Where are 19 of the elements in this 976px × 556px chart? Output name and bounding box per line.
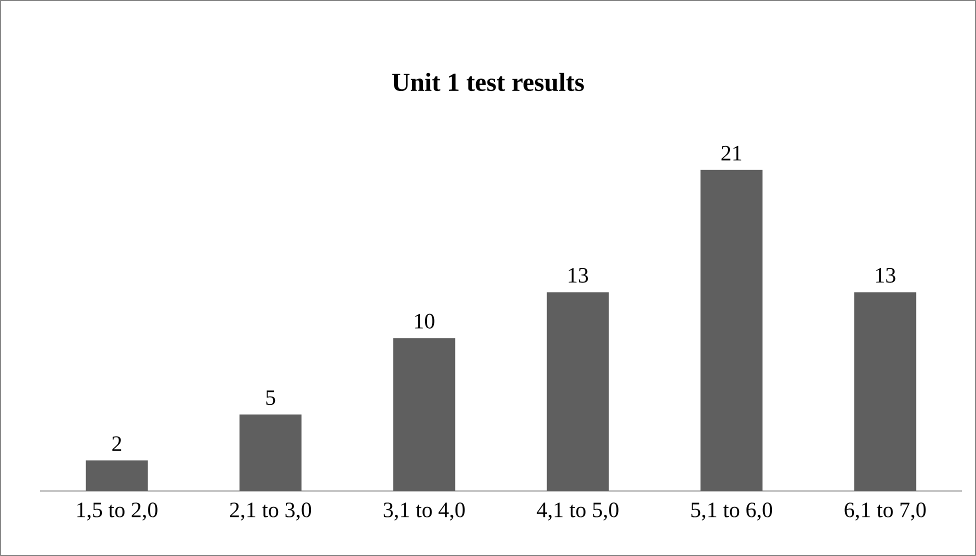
data-label: 21: [722, 146, 742, 160]
x-tick-label: 3,1 to 4,0: [384, 502, 465, 520]
bar: [700, 170, 763, 491]
bar: [546, 292, 609, 491]
data-label: 13: [568, 268, 588, 283]
x-tick-label: 6,1 to 7,0: [844, 502, 926, 520]
bar: [393, 338, 456, 491]
bar: [240, 414, 302, 491]
data-label: 5: [266, 390, 276, 406]
chart-title: Unit 1 test results: [392, 72, 584, 92]
data-label: 2: [112, 436, 122, 451]
x-tick-label: 2,1 to 3,0: [230, 502, 312, 520]
bar: [86, 460, 148, 491]
x-tick-label: 1,5 to 2,0: [77, 502, 158, 520]
x-tick-label: 4,1 to 5,0: [536, 502, 618, 520]
data-label: 10: [415, 314, 434, 329]
x-tick-label: 5,1 to 6,0: [691, 502, 772, 520]
data-label: 13: [876, 268, 896, 283]
bar: [854, 292, 916, 491]
